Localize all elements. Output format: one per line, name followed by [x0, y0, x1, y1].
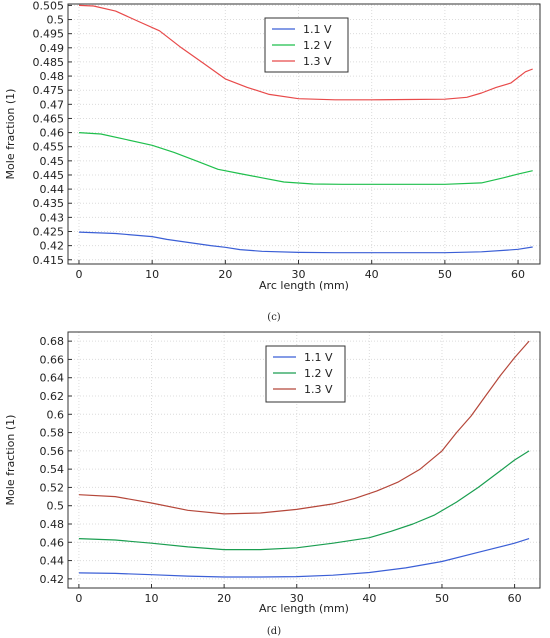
x-tick-label: 30: [290, 592, 304, 605]
x-tick-label: 50: [438, 268, 452, 281]
legend-label: 1.1 V: [304, 351, 333, 364]
y-tick-label: 0.58: [40, 427, 65, 440]
legend: 1.1 V 1.2 V 1.3 V: [265, 345, 346, 403]
y-tick-label: 0.475: [33, 84, 65, 97]
x-tick-label: 60: [511, 268, 525, 281]
y-tick-label: 0.5: [47, 14, 65, 27]
legend-label: 1.1 V: [303, 23, 332, 36]
figure-caption: (c): [267, 312, 281, 323]
y-tick-label: 0.5: [47, 500, 65, 513]
legend-label: 1.2 V: [304, 367, 333, 380]
legend-label: 1.3 V: [303, 55, 332, 68]
y-tick-label: 0.6: [47, 408, 65, 421]
y-tick-label: 0.445: [33, 169, 65, 182]
series-line-1-1-v: [78, 538, 530, 578]
y-tick-label: 0.48: [40, 518, 65, 531]
y-tick-label: 0.66: [40, 353, 65, 366]
y-tick-label: 0.42: [40, 240, 65, 253]
series-line-1-3-v: [78, 4, 533, 101]
series-line-1-2-v: [78, 450, 530, 551]
x-tick-label: 20: [217, 592, 231, 605]
legend-label: 1.2 V: [303, 39, 332, 52]
plot-frame: [67, 3, 541, 265]
chart-panel-c: 0 10 20 30 40 50 600.4150.420.4250.430.4350.44…: [4, 0, 541, 323]
y-tick-label: 0.44: [40, 555, 65, 568]
chart-panel-d: 0 10 20 30 40 50 60 0.42 0.44 0.46 0.48 0.5 0.52 0.54…: [4, 331, 541, 637]
y-tick-label: 0.54: [40, 463, 65, 476]
legend-label: 1.3 V: [304, 383, 333, 396]
y-tick-label: 0.48: [40, 70, 65, 83]
y-tick-label: 0.485: [33, 56, 65, 69]
x-tick-label: 10: [145, 268, 159, 281]
series-line-1-3-v: [78, 340, 530, 515]
y-tick-label: 0.44: [40, 183, 65, 196]
x-axis-label: Arc length (mm): [259, 602, 349, 615]
x-tick-label: 40: [365, 268, 379, 281]
figure-caption: (d): [267, 626, 281, 637]
y-tick-label: 0.465: [33, 112, 65, 125]
y-tick-label: 0.46: [40, 127, 65, 140]
x-tick-label: 50: [435, 592, 449, 605]
y-tick-label: 0.68: [40, 335, 65, 348]
x-tick-label: 60: [508, 592, 522, 605]
x-tick-label: 20: [218, 268, 232, 281]
y-tick-label: 0.49: [40, 42, 65, 55]
y-tick-label: 0.42: [40, 573, 65, 586]
series-line-1-1-v: [78, 231, 533, 254]
y-tick-label: 0.425: [33, 226, 65, 239]
y-tick-label: 0.45: [40, 155, 65, 168]
series-line-1-2-v: [78, 132, 533, 185]
plot-frame: [67, 331, 541, 589]
y-tick-label: 0.62: [40, 390, 65, 403]
x-tick-label: 10: [145, 592, 159, 605]
x-tick-label: 40: [362, 592, 376, 605]
legend: 1.1 V 1.2 V 1.3 V: [264, 17, 349, 73]
x-tick-label: 30: [292, 268, 306, 281]
y-tick-label: 0.415: [33, 254, 65, 267]
y-tick-label: 0.435: [33, 197, 65, 210]
y-tick-label: 0.47: [40, 98, 65, 111]
y-tick-label: 0.56: [40, 445, 65, 458]
y-tick-label: 0.495: [33, 28, 65, 41]
legend-box: [265, 345, 346, 403]
y-tick-label: 0.64: [40, 372, 65, 385]
y-tick-label: 0.455: [33, 141, 65, 154]
y-axis-label: Mole fraction (1): [4, 415, 17, 506]
y-tick-label: 0.52: [40, 481, 65, 494]
y-axis-label: Mole fraction (1): [4, 89, 17, 180]
x-tick-label: 0: [75, 592, 82, 605]
y-tick-label: 0.43: [40, 211, 65, 224]
y-tick-label: 0.505: [33, 0, 65, 12]
x-tick-label: 0: [75, 268, 82, 281]
x-axis-label: Arc length (mm): [259, 279, 349, 292]
y-tick-label: 0.46: [40, 536, 65, 549]
